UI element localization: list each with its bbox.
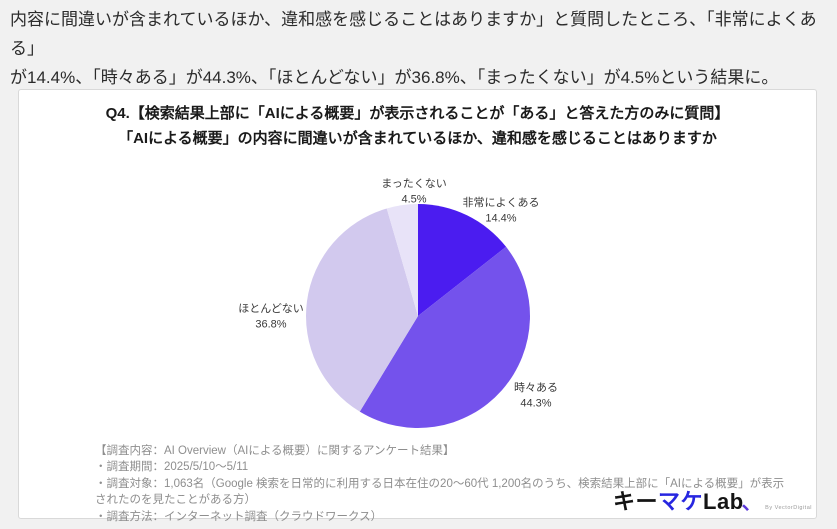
- logo-tagline: By VectorDigital: [765, 505, 812, 511]
- intro-line-1: 内容に間違いが含まれているほか、違和感を感じることはありますか」と質問したところ…: [10, 10, 817, 58]
- note-line: ・調査対象：1,063名（Google 検索を日常的に利用する日本在住の20〜6…: [95, 477, 785, 507]
- survey-notes: 【調査内容：AI Overview（AIによる概要）に関するアンケート結果】 ・…: [95, 443, 795, 525]
- intro-line-2: が14.4%、「時々ある」が44.3%、「ほとんどない」が36.8%、「まったく…: [10, 68, 779, 87]
- intro-paragraph: 内容に間違いが含まれているほか、違和感を感じることはありますか」と質問したところ…: [10, 5, 830, 92]
- note-line: ・調査方法：インターネット調査（クラウドワークス）: [95, 510, 383, 523]
- logo-comma-accent: 、: [741, 492, 763, 514]
- note-line: ・調査期間：2025/5/10〜5/11: [95, 461, 249, 474]
- logo-kana-blue: マケ: [658, 489, 704, 514]
- keymake-lab-logo: キー マケ Lab 、 By VectorDigital: [613, 484, 812, 516]
- logo-kana-black: キー: [613, 489, 659, 514]
- chart-title-line-1: Q4.【検索結果上部に「AIによる概要」が表示されることが「ある」と答えた方のみ…: [105, 105, 730, 122]
- chart-title-line-2: 「AIによる概要」の内容に間違いが含まれているほか、違和感を感じることはあります…: [118, 130, 717, 147]
- logo-lab-text: Lab: [703, 489, 744, 514]
- note-line: 【調査内容：AI Overview（AIによる概要）に関するアンケート結果】: [95, 445, 455, 457]
- chart-title: Q4.【検索結果上部に「AIによる概要」が表示されることが「ある」と答えた方のみ…: [18, 101, 817, 151]
